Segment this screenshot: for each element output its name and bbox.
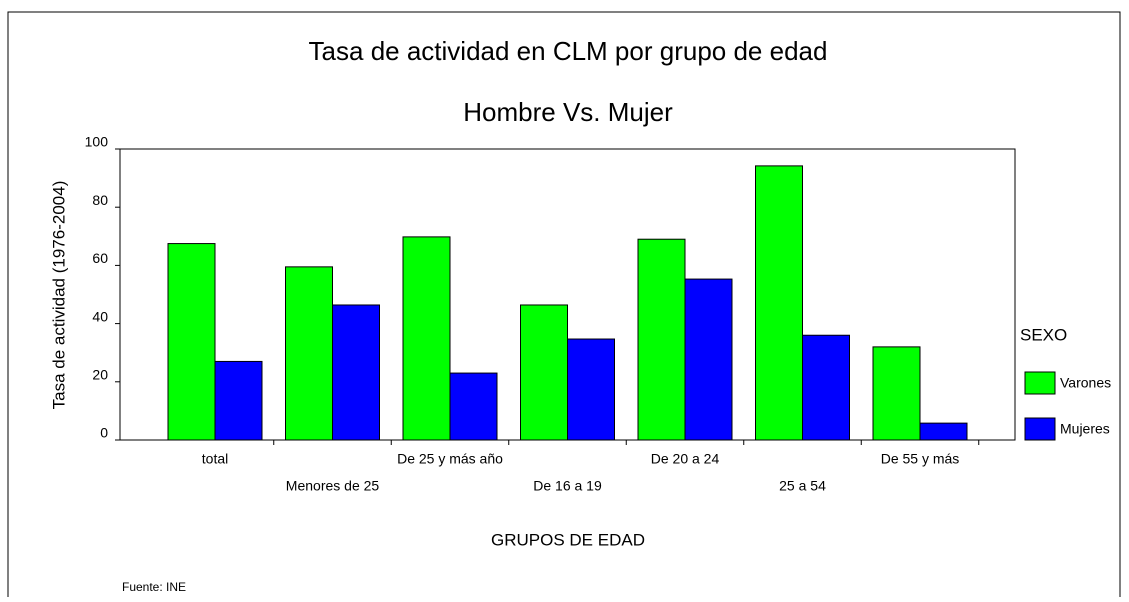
bar [802,334,850,441]
y-axis-label: Tasa de actividad (1976-2004) [49,181,68,410]
bar [402,236,451,441]
chart-title: Tasa de actividad en CLM por grupo de ed… [309,36,828,66]
bar [449,372,498,441]
bar [285,266,333,441]
x-tick-label: De 20 a 24 [651,451,720,467]
x-tick-label: Menores de 25 [286,478,380,494]
x-tick-label: De 25 y más año [397,451,503,467]
legend-swatch [1024,417,1056,441]
bar [567,338,615,441]
chart-subtitle: Hombre Vs. Mujer [463,97,673,127]
bar [755,165,803,441]
y-tick-label: 60 [92,250,108,266]
bar [684,278,733,441]
bar [919,422,968,441]
x-tick-label: De 16 a 19 [533,478,602,494]
bar [332,304,380,441]
bar [872,346,921,441]
y-tick-label: 100 [85,134,109,150]
legend-title: SEXO [1020,325,1067,344]
legend-label: Mujeres [1060,421,1110,437]
bar [637,238,686,441]
y-tick-label: 80 [92,192,108,208]
x-axis-label: GRUPOS DE EDAD [491,530,645,549]
frame [7,11,1121,602]
legend-label: Varones [1060,375,1111,391]
legend-swatch [1024,371,1056,395]
bar [520,304,568,441]
y-tick-label: 0 [100,425,108,441]
source: Fuente: INE [122,580,186,594]
x-tick-label: 25 a 54 [779,478,826,494]
bar [214,360,263,441]
y-tick-label: 40 [92,308,108,324]
x-tick-label: De 55 y más [881,451,960,467]
x-tick-label: total [202,451,228,467]
y-tick-label: 20 [92,367,108,383]
bar [167,243,216,441]
